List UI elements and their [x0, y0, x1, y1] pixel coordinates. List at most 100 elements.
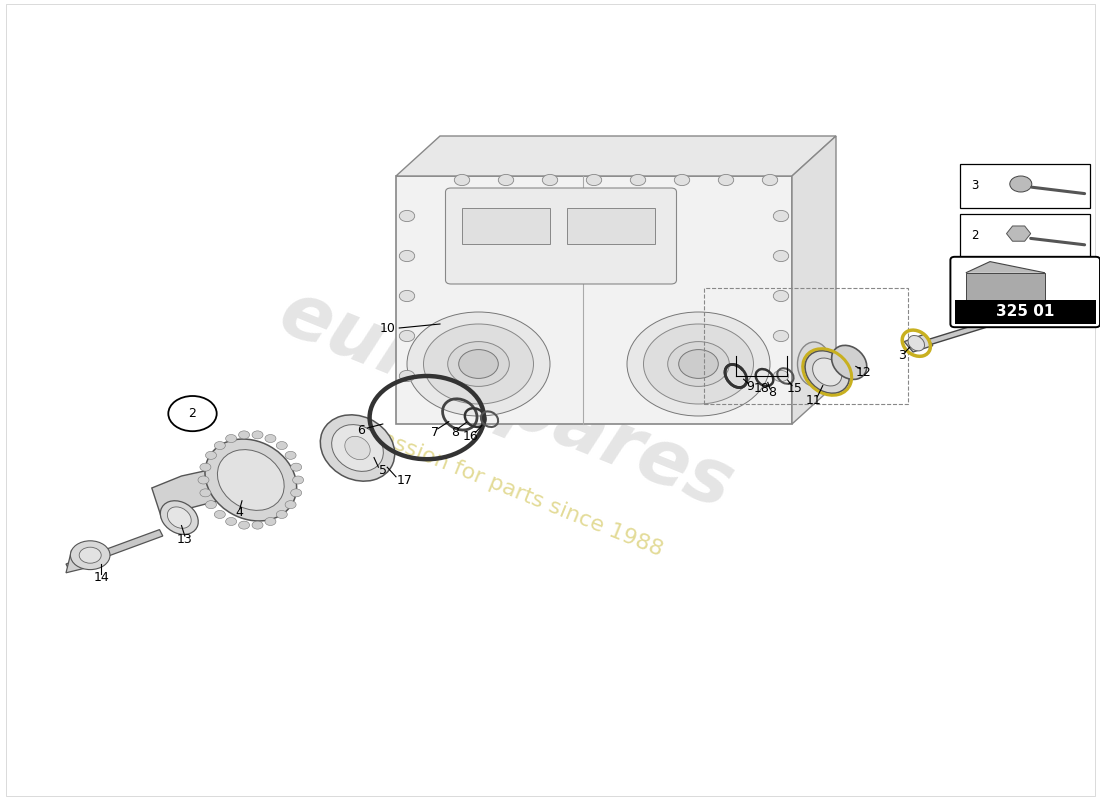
Ellipse shape: [805, 350, 849, 394]
Circle shape: [276, 442, 287, 450]
Circle shape: [773, 330, 789, 342]
Circle shape: [644, 324, 754, 404]
Circle shape: [718, 174, 734, 186]
Ellipse shape: [205, 439, 297, 521]
Circle shape: [399, 290, 415, 302]
Circle shape: [498, 174, 514, 186]
Circle shape: [773, 250, 789, 262]
Circle shape: [226, 518, 236, 526]
Polygon shape: [904, 334, 933, 352]
Circle shape: [200, 489, 211, 497]
Text: 7: 7: [430, 426, 439, 438]
Ellipse shape: [331, 425, 384, 471]
Polygon shape: [66, 544, 96, 573]
Circle shape: [454, 174, 470, 186]
Circle shape: [239, 431, 250, 439]
Text: 1: 1: [1056, 306, 1064, 318]
Circle shape: [168, 396, 217, 431]
Circle shape: [773, 210, 789, 222]
Text: eurospares: eurospares: [268, 275, 744, 525]
Text: 325 01: 325 01: [996, 305, 1055, 319]
Text: 10: 10: [381, 322, 396, 334]
Polygon shape: [396, 136, 836, 176]
Text: a passion for parts since 1988: a passion for parts since 1988: [346, 416, 666, 560]
Ellipse shape: [909, 335, 924, 351]
Text: 11: 11: [806, 394, 822, 406]
Circle shape: [459, 350, 498, 378]
Text: 13: 13: [177, 533, 192, 546]
Ellipse shape: [161, 501, 198, 534]
Circle shape: [542, 174, 558, 186]
Bar: [566, 208, 654, 244]
Circle shape: [79, 547, 101, 563]
Circle shape: [265, 518, 276, 526]
Circle shape: [226, 434, 236, 442]
Circle shape: [668, 342, 729, 386]
Circle shape: [285, 451, 296, 459]
Ellipse shape: [798, 342, 830, 386]
Text: 4: 4: [235, 506, 244, 518]
Ellipse shape: [1034, 295, 1056, 318]
Polygon shape: [1006, 226, 1031, 242]
Circle shape: [265, 434, 276, 442]
Circle shape: [679, 350, 718, 378]
Polygon shape: [66, 530, 163, 570]
FancyBboxPatch shape: [966, 273, 1045, 302]
Circle shape: [1010, 176, 1032, 192]
FancyBboxPatch shape: [960, 164, 1090, 208]
Circle shape: [290, 489, 301, 497]
Circle shape: [627, 312, 770, 416]
Text: 12: 12: [856, 366, 871, 378]
FancyBboxPatch shape: [446, 188, 676, 284]
Circle shape: [630, 174, 646, 186]
Circle shape: [773, 370, 789, 382]
Ellipse shape: [832, 346, 867, 379]
Circle shape: [206, 501, 217, 509]
Circle shape: [762, 174, 778, 186]
Ellipse shape: [218, 450, 284, 510]
Text: 16: 16: [463, 430, 478, 442]
Circle shape: [448, 342, 509, 386]
Polygon shape: [152, 464, 236, 518]
Circle shape: [399, 250, 415, 262]
Circle shape: [293, 476, 304, 484]
Text: 6: 6: [356, 424, 365, 437]
Circle shape: [206, 451, 217, 459]
Text: 8: 8: [451, 426, 460, 438]
Circle shape: [252, 431, 263, 439]
Text: 8: 8: [768, 386, 777, 398]
Circle shape: [290, 463, 301, 471]
Circle shape: [198, 476, 209, 484]
Text: 9: 9: [746, 380, 755, 393]
Circle shape: [586, 174, 602, 186]
Text: 3: 3: [898, 349, 906, 362]
Circle shape: [239, 521, 250, 529]
Ellipse shape: [344, 436, 371, 460]
Circle shape: [200, 463, 211, 471]
Ellipse shape: [813, 358, 842, 386]
Circle shape: [674, 174, 690, 186]
Text: 2: 2: [971, 229, 979, 242]
Text: 15: 15: [786, 382, 802, 395]
FancyBboxPatch shape: [960, 214, 1090, 258]
Bar: [462, 208, 550, 244]
Ellipse shape: [804, 350, 824, 378]
Polygon shape: [396, 176, 792, 424]
Circle shape: [252, 521, 263, 529]
Text: 17: 17: [397, 474, 412, 486]
Ellipse shape: [320, 415, 395, 481]
Text: 5: 5: [378, 464, 387, 477]
Circle shape: [407, 312, 550, 416]
Circle shape: [424, 324, 534, 404]
Circle shape: [70, 541, 110, 570]
Circle shape: [399, 370, 415, 382]
Circle shape: [214, 442, 225, 450]
FancyBboxPatch shape: [950, 257, 1100, 327]
Circle shape: [276, 510, 287, 518]
Circle shape: [214, 510, 225, 518]
Polygon shape: [792, 136, 836, 424]
Text: 3: 3: [971, 179, 979, 192]
Circle shape: [399, 210, 415, 222]
Circle shape: [285, 501, 296, 509]
Text: 14: 14: [94, 571, 109, 584]
